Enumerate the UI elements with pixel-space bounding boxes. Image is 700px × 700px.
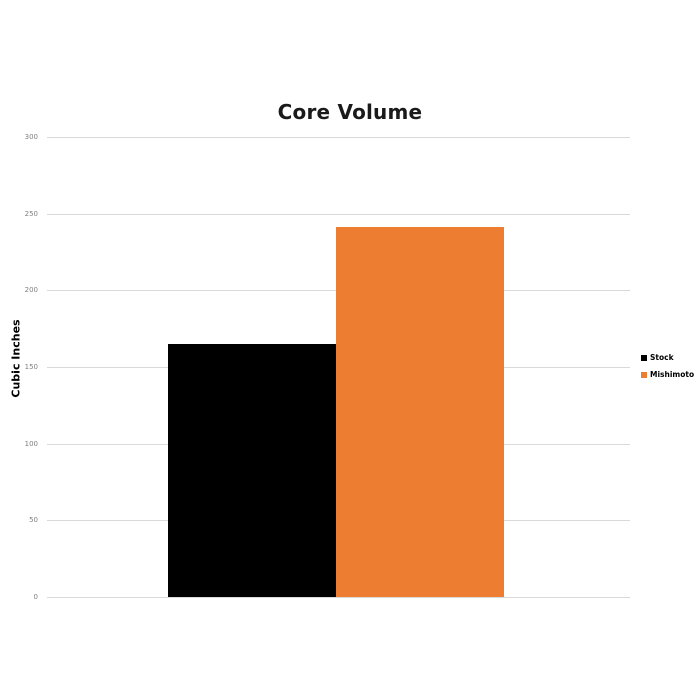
y-tick-label-100: 100 [24, 439, 38, 448]
bar-stock [167, 344, 336, 597]
y-tick-label-250: 250 [24, 209, 38, 218]
legend-item-mishimoto: Mishimoto [641, 366, 694, 383]
legend-swatch-icon [641, 371, 647, 378]
legend-swatch-icon [641, 354, 647, 361]
y-tick-label-0: 0 [33, 593, 38, 601]
legend-label: Mishimoto [650, 370, 695, 379]
legend-label: Stock [650, 353, 674, 362]
bar-mishimoto [335, 227, 504, 597]
y-tick-label-300: 300 [24, 133, 38, 141]
legend-item-stock: Stock [641, 349, 694, 366]
y-tick-label-150: 150 [24, 363, 38, 371]
gridline-0 [47, 597, 630, 598]
plot-area [47, 137, 630, 598]
y-axis-title: Cubic Inches [9, 319, 23, 398]
legend: Stock Mishimoto [641, 349, 694, 383]
gridline-300 [47, 137, 630, 138]
y-tick-label-200: 200 [24, 286, 38, 295]
chart-title: Core Volume [277, 100, 423, 124]
gridline-250 [47, 213, 630, 215]
y-tick-label-50: 50 [29, 516, 38, 525]
